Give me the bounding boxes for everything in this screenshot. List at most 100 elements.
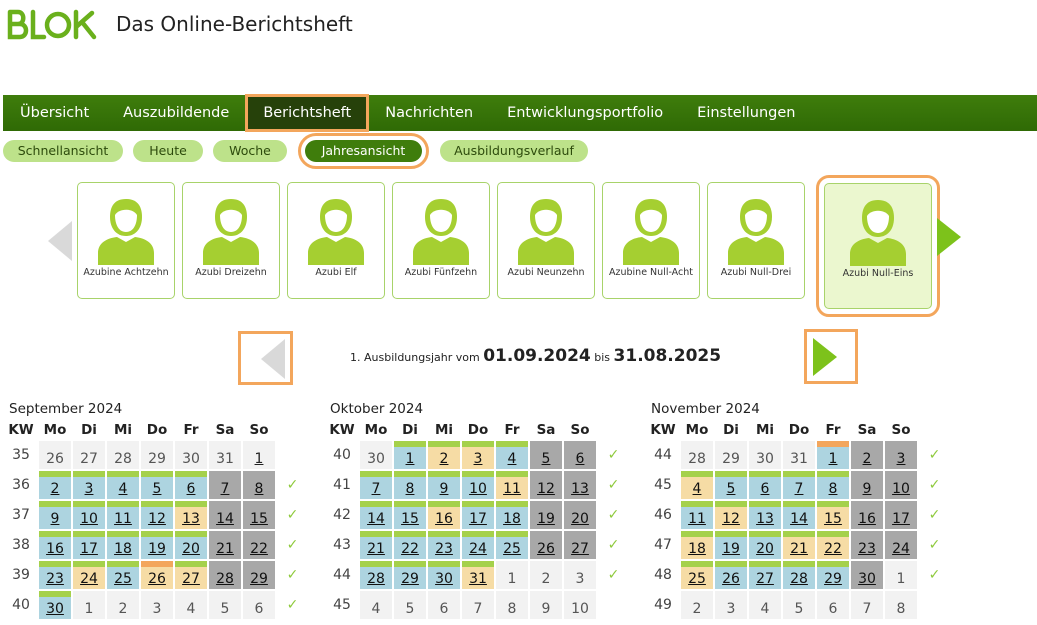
calendar-day[interactable]: 11 (496, 471, 528, 499)
year-next-button[interactable] (804, 329, 858, 384)
calendar-day[interactable]: 16 (851, 501, 883, 529)
calendar-day[interactable]: 16 (39, 531, 71, 559)
calendar-day[interactable]: 28 (209, 561, 241, 589)
calendar-day[interactable]: 23 (39, 561, 71, 589)
trainees-prev-arrow-icon[interactable] (48, 221, 72, 261)
nav-einstellungen[interactable]: Einstellungen (697, 105, 796, 121)
trainees-next-arrow-icon[interactable] (937, 218, 961, 256)
calendar-day[interactable]: 7 (783, 471, 815, 499)
calendar-day[interactable]: 27 (749, 561, 781, 589)
trainee-card[interactable]: Azubi Dreizehn (182, 182, 280, 299)
calendar-day[interactable]: 13 (564, 471, 596, 499)
calendar-day[interactable]: 12 (530, 471, 562, 499)
calendar-day[interactable]: 6 (564, 441, 596, 469)
calendar-day[interactable]: 10 (885, 471, 917, 499)
calendar-day[interactable]: 20 (749, 531, 781, 559)
calendar-day[interactable]: 8 (394, 471, 426, 499)
calendar-day[interactable]: 3 (885, 441, 917, 469)
calendar-day[interactable]: 20 (175, 531, 207, 559)
calendar-day[interactable]: 12 (141, 501, 173, 529)
calendar-day[interactable]: 22 (243, 531, 275, 559)
calendar-day[interactable]: 4 (107, 471, 139, 499)
calendar-day[interactable]: 21 (209, 531, 241, 559)
calendar-day[interactable]: 7 (209, 471, 241, 499)
calendar-day[interactable]: 1 (394, 441, 426, 469)
calendar-day[interactable]: 9 (39, 501, 71, 529)
calendar-day[interactable]: 3 (73, 471, 105, 499)
calendar-day[interactable]: 2 (428, 441, 460, 469)
calendar-day[interactable]: 24 (885, 531, 917, 559)
calendar-day[interactable]: 28 (360, 561, 392, 589)
calendar-day[interactable]: 11 (107, 501, 139, 529)
calendar-day[interactable]: 12 (715, 501, 747, 529)
calendar-day[interactable]: 18 (496, 501, 528, 529)
calendar-day[interactable]: 17 (462, 501, 494, 529)
calendar-day[interactable]: 13 (175, 501, 207, 529)
calendar-day[interactable]: 14 (783, 501, 815, 529)
trainee-card[interactable]: Azubi Fünfzehn (392, 182, 490, 299)
tab-heute[interactable]: Heute (133, 140, 203, 162)
calendar-day[interactable]: 25 (681, 561, 713, 589)
trainee-card[interactable]: Azubine Null-Acht (602, 182, 700, 299)
calendar-day[interactable]: 10 (462, 471, 494, 499)
calendar-day[interactable]: 19 (530, 501, 562, 529)
calendar-day[interactable]: 22 (817, 531, 849, 559)
nav-nachrichten[interactable]: Nachrichten (385, 105, 474, 121)
calendar-day[interactable]: 4 (496, 441, 528, 469)
tab-woche[interactable]: Woche (213, 140, 287, 162)
trainee-card[interactable]: Azubine Achtzehn (77, 182, 175, 299)
calendar-day[interactable]: 27 (564, 531, 596, 559)
calendar-day[interactable]: 30 (428, 561, 460, 589)
tab-schnellansicht[interactable]: Schnellansicht (3, 140, 123, 162)
year-prev-button[interactable] (238, 331, 293, 385)
nav-auszubildende[interactable]: Auszubildende (123, 105, 230, 121)
calendar-day[interactable]: 24 (73, 561, 105, 589)
calendar-day[interactable]: 6 (175, 471, 207, 499)
calendar-day[interactable]: 8 (817, 471, 849, 499)
calendar-day[interactable]: 29 (817, 561, 849, 589)
trainee-card[interactable]: Azubi Elf (287, 182, 385, 299)
calendar-day[interactable]: 25 (496, 531, 528, 559)
calendar-day[interactable]: 25 (107, 561, 139, 589)
calendar-day[interactable]: 28 (783, 561, 815, 589)
nav-uebersicht[interactable]: Übersicht (20, 105, 90, 121)
calendar-day[interactable]: 5 (530, 441, 562, 469)
nav-entwicklungsportfolio[interactable]: Entwicklungsportfolio (507, 105, 664, 121)
calendar-day[interactable]: 16 (428, 501, 460, 529)
calendar-day[interactable]: 5 (715, 471, 747, 499)
calendar-day[interactable]: 3 (462, 441, 494, 469)
calendar-day[interactable]: 17 (885, 501, 917, 529)
trainee-card[interactable]: Azubi Null-Drei (707, 182, 805, 299)
calendar-day[interactable]: 6 (749, 471, 781, 499)
calendar-day[interactable]: 7 (360, 471, 392, 499)
calendar-day[interactable]: 13 (749, 501, 781, 529)
calendar-day[interactable]: 4 (681, 471, 713, 499)
calendar-day[interactable]: 26 (715, 561, 747, 589)
calendar-day[interactable]: 1 (243, 441, 275, 469)
calendar-day[interactable]: 14 (360, 501, 392, 529)
blok-logo[interactable] (6, 8, 100, 44)
calendar-day[interactable]: 19 (141, 531, 173, 559)
trainee-card[interactable]: Azubi Null-Eins (816, 175, 940, 317)
calendar-day[interactable]: 26 (141, 561, 173, 589)
calendar-day[interactable]: 20 (564, 501, 596, 529)
calendar-day[interactable]: 18 (107, 531, 139, 559)
calendar-day[interactable]: 10 (73, 501, 105, 529)
tab-jahresansicht[interactable]: Jahresansicht (298, 133, 429, 169)
calendar-day[interactable]: 9 (428, 471, 460, 499)
calendar-day[interactable]: 19 (715, 531, 747, 559)
calendar-day[interactable]: 21 (783, 531, 815, 559)
calendar-day[interactable]: 15 (394, 501, 426, 529)
calendar-day[interactable]: 21 (360, 531, 392, 559)
calendar-day[interactable]: 30 (39, 591, 71, 619)
calendar-day[interactable]: 30 (851, 561, 883, 589)
calendar-day[interactable]: 9 (851, 471, 883, 499)
calendar-day[interactable]: 2 (851, 441, 883, 469)
calendar-day[interactable]: 27 (175, 561, 207, 589)
calendar-day[interactable]: 24 (462, 531, 494, 559)
calendar-day[interactable]: 29 (243, 561, 275, 589)
calendar-day[interactable]: 18 (681, 531, 713, 559)
calendar-day[interactable]: 23 (851, 531, 883, 559)
calendar-day[interactable]: 29 (394, 561, 426, 589)
calendar-day[interactable]: 8 (243, 471, 275, 499)
